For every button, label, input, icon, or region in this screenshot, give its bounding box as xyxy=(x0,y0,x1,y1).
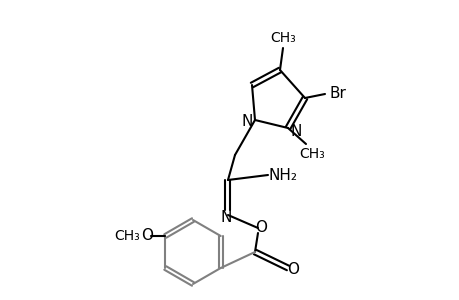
Text: NH₂: NH₂ xyxy=(268,167,297,182)
Text: O: O xyxy=(141,229,153,244)
Text: CH₃: CH₃ xyxy=(114,229,140,243)
Text: N: N xyxy=(290,124,301,140)
Text: CH₃: CH₃ xyxy=(269,31,295,45)
Text: O: O xyxy=(286,262,298,278)
Text: O: O xyxy=(254,220,266,235)
Text: CH₃: CH₃ xyxy=(298,147,324,161)
Text: Br: Br xyxy=(329,85,346,100)
Text: N: N xyxy=(220,211,231,226)
Text: N: N xyxy=(241,115,252,130)
